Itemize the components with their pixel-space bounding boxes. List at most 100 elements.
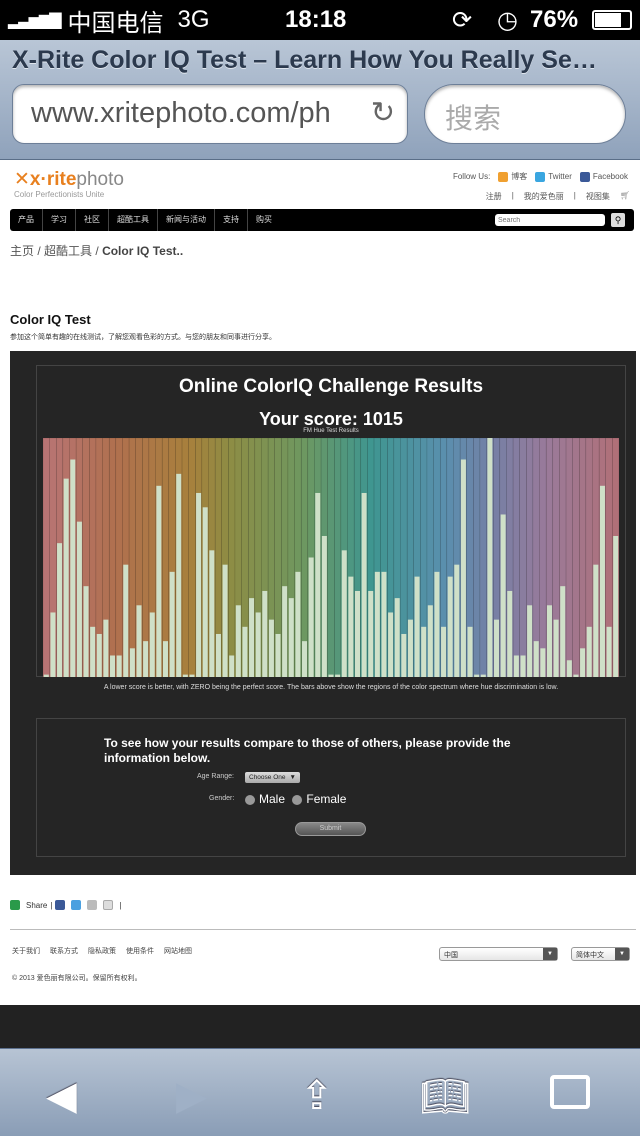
google-share-icon[interactable] [87, 900, 98, 910]
nav-news[interactable]: 新闻与活动 [158, 209, 215, 231]
crumb-current: Color IQ Test.. [102, 244, 184, 258]
error-bar [229, 655, 235, 677]
error-bar [414, 576, 420, 677]
radio-icon [245, 794, 255, 805]
my-xrite-link[interactable]: 我的爱色丽 [523, 192, 564, 201]
hue-results-chart [43, 438, 619, 677]
error-bar [262, 590, 268, 677]
footer-terms[interactable]: 使用条件 [126, 948, 154, 955]
error-bar [460, 459, 466, 677]
email-share-icon[interactable] [103, 900, 114, 910]
error-bar [136, 605, 142, 677]
error-bar [63, 478, 69, 677]
share-label[interactable]: Share [26, 900, 48, 910]
twitter-label: Twitter [548, 171, 572, 181]
error-bar [560, 586, 566, 677]
facebook-link[interactable]: Facebook [579, 171, 628, 182]
tabs-icon[interactable] [550, 1075, 590, 1109]
hue-column [43, 438, 50, 677]
submit-button[interactable]: Submit [295, 822, 366, 836]
xrite-logo[interactable]: ✕x·ritephoto [14, 168, 124, 191]
score: Your score: 1015 [259, 409, 403, 429]
logo-mark-icon: ✕ [14, 169, 30, 190]
male-radio[interactable]: Male [245, 792, 285, 806]
nav-support[interactable]: 支持 [215, 209, 248, 231]
footer-privacy[interactable]: 隐私政策 [88, 948, 116, 955]
nav-cool-tools[interactable]: 超酷工具 [109, 209, 158, 231]
footer-links: 关于我们 联系方式 隐私政策 使用条件 网站地图 [12, 946, 192, 956]
error-bar [116, 655, 122, 677]
female-radio[interactable]: Female [292, 792, 346, 806]
browser-search-field[interactable]: 搜索 [424, 84, 626, 144]
error-bar [103, 619, 109, 677]
country-select[interactable]: 中国 ▼ [439, 947, 558, 961]
age-range-select[interactable]: Choose One ▼ [245, 772, 300, 783]
age-range-value: Choose One [249, 774, 286, 781]
error-bar [513, 655, 519, 677]
error-bar [57, 543, 63, 677]
gender-label: Gender: [209, 795, 235, 802]
compare-form: To see how your results compare to those… [36, 718, 626, 857]
error-bar [407, 619, 413, 677]
reload-icon[interactable]: ↻ [370, 97, 395, 129]
male-label: Male [259, 792, 286, 806]
nav-learn[interactable]: 学习 [43, 209, 76, 231]
hue-column [135, 438, 143, 677]
browser-toolbar: ◀ ▶ ⇪ 📖︎ [0, 1048, 640, 1136]
share-action-icon[interactable]: ⇪ [300, 1074, 334, 1118]
error-bar [315, 492, 321, 677]
page-heading: Color IQ Test [10, 312, 91, 327]
error-bar [302, 641, 308, 677]
error-bar [321, 535, 327, 677]
nav-products[interactable]: 产品 [10, 209, 43, 231]
language-select[interactable]: 简体中文 ▼ [571, 947, 630, 961]
error-bar [381, 571, 387, 677]
facebook-icon [579, 171, 590, 182]
nav-community[interactable]: 社区 [76, 209, 109, 231]
facebook-share-icon[interactable] [55, 900, 66, 910]
search-icon[interactable]: ⚲ [611, 213, 625, 227]
forward-icon[interactable]: ▶ [176, 1074, 207, 1118]
error-bar [43, 674, 49, 677]
error-bar [341, 550, 347, 677]
alarm-icon: ◷ [497, 6, 518, 34]
blog-link[interactable]: 博客 [498, 171, 527, 182]
twitter-link[interactable]: Twitter [535, 171, 572, 182]
crumb-tools[interactable]: 超酷工具 [44, 244, 93, 258]
error-bar [613, 535, 619, 677]
error-bar [295, 571, 301, 677]
error-bar [606, 626, 612, 677]
back-icon[interactable]: ◀ [46, 1074, 77, 1118]
footer-sitemap[interactable]: 网站地图 [164, 948, 192, 955]
site-search-input[interactable] [495, 214, 605, 226]
hue-column [228, 438, 236, 677]
collection-link[interactable]: 视图集 [585, 192, 610, 201]
error-bar [110, 655, 116, 677]
share-bar: Share | | [10, 900, 122, 910]
crumb-home[interactable]: 主页 [10, 244, 35, 258]
battery-icon [592, 10, 632, 30]
url-field[interactable]: www.xritephoto.com/ph ↻ [12, 84, 408, 144]
nav-buy[interactable]: 购买 [256, 215, 272, 224]
bookmarks-icon[interactable]: 📖︎ [420, 1075, 471, 1119]
twitter-share-icon[interactable] [71, 900, 82, 910]
share-icon[interactable] [10, 900, 20, 910]
hue-column [274, 438, 282, 677]
footer-contact[interactable]: 联系方式 [50, 948, 78, 955]
register-link[interactable]: 注册 [485, 192, 502, 201]
logo-product: photo [76, 169, 124, 190]
cart-icon[interactable]: 🛒︎ [619, 191, 630, 200]
url-text: www.xritephoto.com/ph [31, 97, 331, 129]
error-bar [348, 576, 354, 677]
hue-column [605, 438, 613, 677]
main-nav: 产品 学习 社区 超酷工具 新闻与活动 支持 购买 ⚲ [10, 209, 634, 231]
footer-about[interactable]: 关于我们 [12, 948, 40, 955]
hue-column [49, 438, 57, 677]
error-bar [242, 626, 248, 677]
hue-column [565, 438, 573, 677]
user-links: 注册 | 我的爱色丽 | 视图集 🛒︎ [485, 191, 630, 201]
error-bar [533, 641, 539, 677]
chevron-down-icon: ▼ [289, 774, 296, 781]
error-bar [129, 648, 135, 677]
hue-column [552, 438, 560, 677]
